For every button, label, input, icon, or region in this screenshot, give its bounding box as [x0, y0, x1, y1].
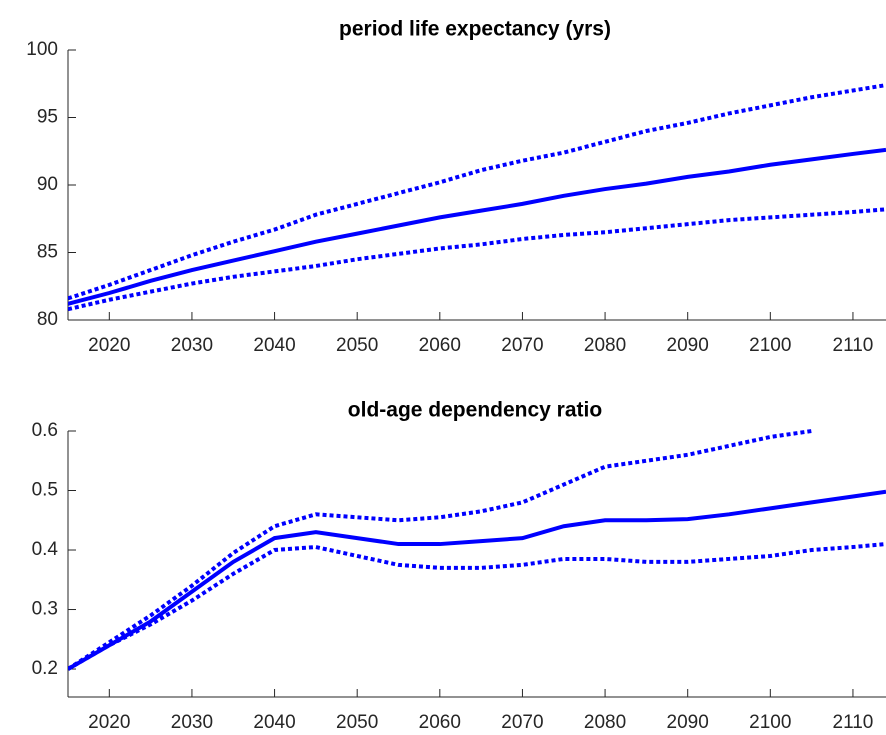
x-tick-label: 2090 — [667, 712, 709, 733]
x-tick-label: 2090 — [667, 335, 709, 356]
solid-line — [68, 489, 886, 671]
y-tick-label: 0.3 — [32, 599, 58, 620]
x-tick-label: 2020 — [88, 712, 130, 733]
x-tick-label: 2040 — [253, 335, 295, 356]
y-tick-label: 85 — [37, 242, 58, 263]
chart-title: period life expectancy (yrs) — [339, 18, 611, 41]
x-tick-label: 2050 — [336, 712, 378, 733]
y-tick-label: 0.6 — [32, 420, 58, 441]
y-tick-label: 90 — [37, 174, 58, 195]
y-tick-label: 100 — [26, 39, 58, 60]
x-tick-label: 2060 — [419, 712, 461, 733]
x-tick-label: 2100 — [749, 712, 791, 733]
x-tick-label: 2070 — [501, 335, 543, 356]
y-tick-label: 0.4 — [32, 539, 59, 560]
x-tick-label: 2060 — [419, 335, 461, 356]
x-tick-label: 2080 — [584, 335, 626, 356]
y-tick-label: 80 — [37, 309, 58, 330]
y-tick-label: 0.5 — [32, 480, 58, 501]
x-tick-label: 2080 — [584, 712, 626, 733]
x-tick-label: 2110 — [833, 712, 874, 733]
dotted-line — [68, 429, 812, 671]
dotted-line — [68, 83, 886, 301]
chart-title: old-age dependency ratio — [348, 399, 602, 422]
x-tick-label: 2050 — [336, 335, 378, 356]
dotted-line — [68, 542, 886, 671]
y-tick-label: 0.2 — [32, 658, 58, 679]
y-tick-label: 95 — [37, 107, 58, 128]
x-tick-label: 2020 — [88, 335, 130, 356]
x-tick-label: 2030 — [171, 712, 213, 733]
x-tick-label: 2040 — [253, 712, 295, 733]
dotted-line — [68, 207, 886, 312]
x-tick-label: 2100 — [749, 335, 791, 356]
solid-line — [68, 147, 886, 306]
x-tick-label: 2030 — [171, 335, 213, 356]
x-tick-label: 2070 — [501, 712, 543, 733]
x-tick-label: 2110 — [833, 335, 874, 356]
